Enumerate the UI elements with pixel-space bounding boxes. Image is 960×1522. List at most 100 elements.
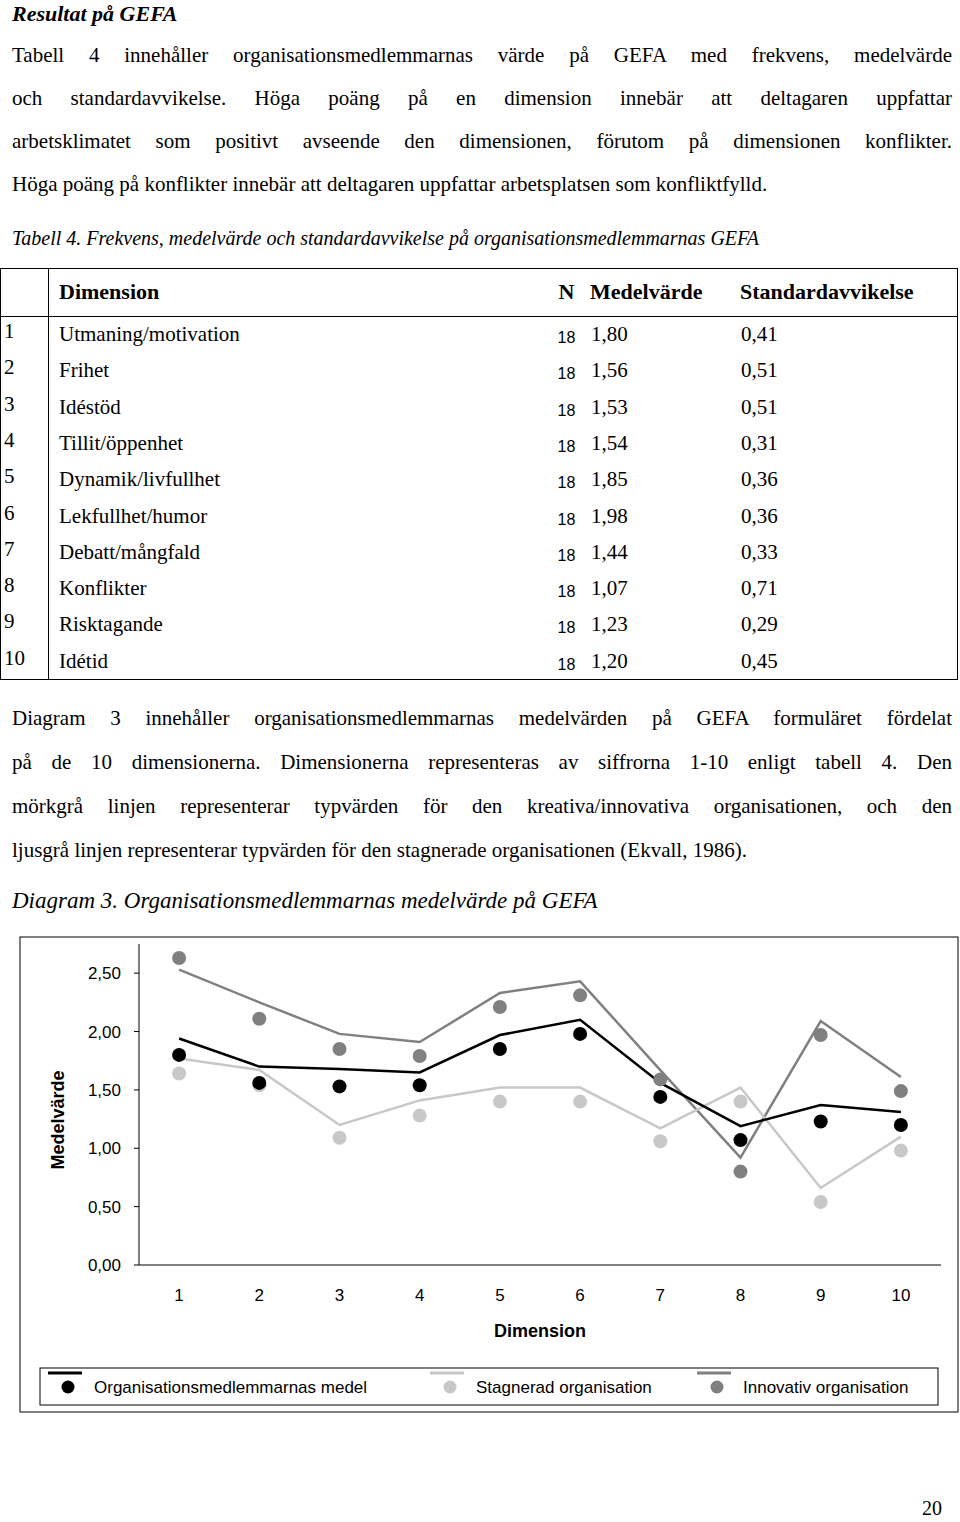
table-caption: Tabell 4. Frekvens, medelvärde och stand…	[12, 226, 759, 250]
x-tick-label: 2	[255, 1286, 264, 1305]
table-cell: 0,33	[741, 538, 778, 566]
y-tick-label: 0,50	[88, 1198, 121, 1217]
series-marker	[493, 1095, 507, 1109]
table-border	[0, 679, 958, 680]
series-line	[179, 1020, 901, 1126]
table-cell: 0,36	[741, 465, 778, 493]
paragraph-line: och standardavvikelse. Höga poäng på en …	[12, 77, 952, 120]
y-tick-label: 2,00	[88, 1023, 121, 1042]
legend-marker	[62, 1381, 75, 1394]
paragraph-line: på de 10 dimensionerna. Dimensionerna re…	[12, 741, 952, 784]
y-tick	[134, 1089, 139, 1090]
y-tick-label: 1,50	[88, 1081, 121, 1100]
table-cell: Lekfullhet/humor	[59, 502, 207, 530]
table-cell: 18	[548, 324, 585, 352]
x-tick-label: 3	[335, 1286, 344, 1305]
table-header: Dimension	[59, 278, 159, 306]
table-border	[0, 268, 1, 679]
y-axis	[139, 944, 140, 1265]
paragraph-line: ljusgrå linjen representerar typvärden f…	[12, 829, 952, 872]
table-cell: 1,98	[591, 502, 628, 530]
series-marker	[333, 1131, 347, 1145]
series-marker	[252, 1076, 266, 1090]
series-marker	[252, 1012, 266, 1026]
table-cell: Dynamik/livfullhet	[59, 465, 220, 493]
series-marker	[172, 1067, 186, 1081]
table-cell: 18	[548, 360, 585, 388]
x-tick-label: 8	[736, 1286, 745, 1305]
table-cell: 1,53	[591, 393, 628, 421]
table-cell: 0,31	[741, 429, 778, 457]
y-tick-label: 0,00	[88, 1256, 121, 1275]
table-cell: Utmaning/motivation	[59, 320, 240, 348]
series-marker	[894, 1118, 908, 1132]
table-cell: 1,07	[591, 574, 628, 602]
table-cell: 18	[548, 578, 585, 606]
series-marker	[573, 1027, 587, 1041]
legend-line	[430, 1372, 464, 1375]
series-marker	[734, 1133, 748, 1147]
legend-line	[48, 1372, 82, 1375]
table-cell: Risktagande	[59, 610, 163, 638]
series-marker	[493, 1000, 507, 1014]
table-cell: 1,80	[591, 320, 628, 348]
table-cell: 5	[4, 462, 15, 490]
table-cell: 1,23	[591, 610, 628, 638]
x-tick-label: 7	[656, 1286, 665, 1305]
table-cell: 18	[548, 397, 585, 425]
page-number: 20	[922, 1496, 942, 1520]
table-cell: 0,29	[741, 610, 778, 638]
y-tick	[134, 1031, 139, 1032]
legend-box	[40, 1368, 938, 1405]
legend-marker	[711, 1381, 724, 1394]
table-cell: Idéstöd	[59, 393, 121, 421]
series-marker	[814, 1195, 828, 1209]
series-marker	[573, 988, 587, 1002]
table-cell: 0,51	[741, 393, 778, 421]
legend-label: Organisationsmedlemmarnas medel	[94, 1378, 367, 1397]
table-cell: 0,36	[741, 502, 778, 530]
table-cell: Frihet	[59, 356, 109, 384]
table-header: Standardavvikelse	[740, 278, 914, 306]
chart-frame	[20, 937, 958, 1412]
series-marker	[894, 1144, 908, 1158]
table-cell: 6	[4, 499, 15, 527]
paragraph-line: arbetsklimatet som positivt avseende den…	[12, 120, 952, 163]
series-marker	[894, 1084, 908, 1098]
y-tick	[134, 973, 139, 974]
series-marker	[172, 951, 186, 965]
y-tick	[134, 1148, 139, 1149]
table-cell: 18	[548, 433, 585, 461]
series-marker	[413, 1049, 427, 1063]
table-border	[48, 268, 49, 679]
table-cell: 0,51	[741, 356, 778, 384]
table-cell: 1,20	[591, 647, 628, 675]
paragraph-line: Tabell 4 innehåller organisationsmedlemm…	[12, 34, 952, 77]
table-border	[0, 268, 958, 269]
series-marker	[413, 1078, 427, 1092]
x-tick-label: 4	[415, 1286, 424, 1305]
table-cell: 1,56	[591, 356, 628, 384]
table-header: N	[548, 278, 585, 306]
table-cell: Konflikter	[59, 574, 146, 602]
y-tick-label: 2,50	[88, 964, 121, 983]
table-cell: 18	[548, 614, 585, 642]
paragraph-line: mörkgrå linjen representerar typvärden f…	[12, 785, 952, 828]
x-tick-label: 5	[495, 1286, 504, 1305]
table-cell: 0,71	[741, 574, 778, 602]
y-tick	[134, 1265, 139, 1266]
table-cell: 0,45	[741, 647, 778, 675]
x-tick-label: 6	[575, 1286, 584, 1305]
table-cell: Debatt/mångfald	[59, 538, 200, 566]
series-marker	[734, 1095, 748, 1109]
series-marker	[814, 1028, 828, 1042]
series-marker	[653, 1090, 667, 1104]
series-marker	[734, 1165, 748, 1179]
legend-label: Innovativ organisation	[743, 1378, 908, 1397]
table-cell: 18	[548, 542, 585, 570]
table-cell: Idétid	[59, 647, 108, 675]
table-cell: 4	[4, 426, 15, 454]
y-axis-label: Medelvärde	[48, 1070, 68, 1169]
heading: Resultat på GEFA	[12, 0, 177, 28]
series-marker	[653, 1072, 667, 1086]
